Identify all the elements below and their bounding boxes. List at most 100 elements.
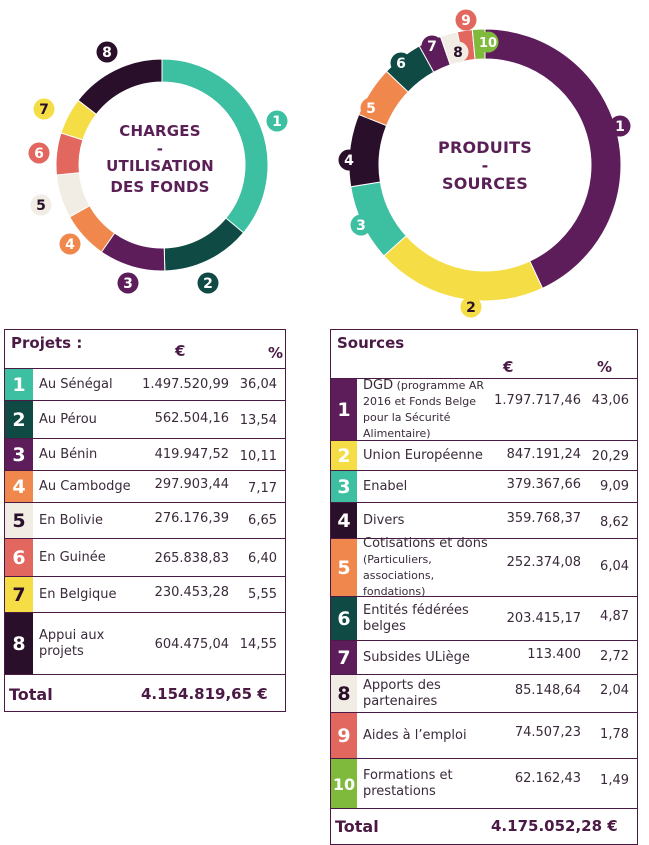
sources-row-number: 10 <box>331 759 357 809</box>
sources-row-number: 3 <box>331 471 357 503</box>
projets-row-label-text: Appui aux projets <box>39 628 105 659</box>
sources-row-pct: 2,72 <box>600 649 629 664</box>
produits-label-3: 3 <box>356 218 366 234</box>
produits-label-2: 2 <box>466 300 476 316</box>
produits-label-badge-8 <box>447 41 469 63</box>
sources-row-label-text: Entités fédérées belges <box>363 603 469 634</box>
sources-row-value: 62.162,43 <box>514 771 581 786</box>
produits-title: PRODUITS - SOURCES <box>415 137 555 195</box>
charges-label-badge-7 <box>33 98 55 120</box>
projets-row-label: En Belgique <box>39 577 149 613</box>
sources-row-label-text: Apports des partenaires <box>363 678 441 709</box>
sources-row-number: 5 <box>331 539 357 597</box>
sources-row-label: Apports des partenaires <box>363 675 491 713</box>
charges-slice-2 <box>163 217 245 272</box>
sources-row-number: 9 <box>331 713 357 759</box>
sources-row-label: Subsides ULiège <box>363 641 491 675</box>
projets-row: 3 Au Bénin 419.947,52 10,11 <box>5 438 285 471</box>
projets-row: 4 Au Cambodge 297.903,44 7,17 <box>5 470 285 503</box>
sources-row-pct: 4,87 <box>600 609 629 624</box>
sources-row-label-text: DGD <box>363 378 394 393</box>
projets-row-number: 5 <box>5 503 33 539</box>
charges-label-7: 7 <box>39 102 49 118</box>
projets-row: 5 En Bolivie 276.176,39 6,65 <box>5 502 285 539</box>
sources-total-label: Total <box>335 817 379 836</box>
charges-label-3: 3 <box>123 276 133 292</box>
sources-row-value: 359.768,37 <box>506 511 581 526</box>
produits-label-badge-3 <box>350 214 372 236</box>
sources-row-number: 1 <box>331 379 357 441</box>
sources-row-label: Cotisations et dons (Particuliers, assoc… <box>363 536 491 598</box>
sources-row-label-text: Aides à l’emploi <box>363 728 467 743</box>
sources-row-label: Enabel <box>363 471 491 503</box>
sources-row: 5 Cotisations et dons (Particuliers, asso… <box>331 536 637 598</box>
projets-row-number: 6 <box>5 539 33 577</box>
sources-row-value: 1.797.717,46 <box>494 393 581 408</box>
charges-title-line: - <box>156 140 164 158</box>
projets-row-value: 419.947,52 <box>154 447 229 462</box>
projets-row-pct: 6,40 <box>248 551 277 566</box>
sources-pct-header: % <box>597 358 613 376</box>
produits-label-badge-2 <box>460 296 482 318</box>
sources-row: 8 Apports des partenaires 85.148,64 2,04 <box>331 674 637 713</box>
projets-pct-header: % <box>268 344 284 362</box>
projets-row-label-text: En Bolivie <box>39 513 103 528</box>
charges-title-line: DES FONDS <box>110 178 210 196</box>
projets-row-number: 8 <box>5 613 33 675</box>
projets-row: 2 Au Pérou 562.504,16 13,54 <box>5 400 285 439</box>
produits-label-badge-9 <box>455 9 477 31</box>
charges-title-line: UTILISATION <box>106 157 214 175</box>
sources-row-label-text: Enabel <box>363 479 408 494</box>
projets-row-label: Au Pérou <box>39 401 149 439</box>
sources-row-number: 6 <box>331 597 357 641</box>
produits-label-7: 7 <box>427 39 437 55</box>
projets-row-value: 276.176,39 <box>154 511 229 526</box>
projets-row-label: Appui aux projets <box>39 613 149 675</box>
sources-row-pct: 6,04 <box>600 559 629 574</box>
projets-row-label-text: En Belgique <box>39 587 117 602</box>
charges-label-badge-2 <box>197 272 219 294</box>
charges-label-6: 6 <box>34 146 44 162</box>
sources-row-value: 379.367,66 <box>506 477 581 492</box>
projets-table-title: Projets : <box>11 334 83 352</box>
charges-label-badge-3 <box>117 272 139 294</box>
projets-row-label: En Guinée <box>39 539 149 577</box>
projets-total-label: Total <box>9 685 53 704</box>
produits-title-line: SOURCES <box>441 174 529 193</box>
sources-row-label-text: Subsides ULiège <box>363 650 470 665</box>
sources-row: 3 Enabel 379.367,66 9,09 <box>331 470 637 503</box>
sources-row-pct: 9,09 <box>600 479 629 494</box>
sources-table-title: Sources <box>337 334 405 352</box>
charges-slice-8 <box>77 58 163 116</box>
sources-row-label-text: Cotisations et dons <box>363 536 488 551</box>
produits-label-8: 8 <box>453 45 463 61</box>
projets-row-label-text: Au Bénin <box>39 447 98 462</box>
sources-row-value: 85.148,64 <box>514 683 581 698</box>
projets-row-label: Au Bénin <box>39 439 149 471</box>
sources-row-pct: 1,78 <box>600 727 629 742</box>
produits-label-badge-5 <box>360 97 382 119</box>
sources-row-label-text: Formations et prestations <box>363 768 453 799</box>
projets-row-pct: 6,65 <box>248 513 277 528</box>
sources-row-pct: 43,06 <box>591 393 629 408</box>
charges-label-badge-6 <box>28 142 50 164</box>
projets-row-value: 562.504,16 <box>154 411 229 426</box>
produits-label-badge-4 <box>338 149 360 171</box>
sources-row-number: 7 <box>331 641 357 675</box>
sources-eur-header: € <box>503 358 514 376</box>
produits-slice-4 <box>348 113 388 188</box>
projets-row-label-text: Au Pérou <box>39 412 97 427</box>
charges-label-badge-5 <box>30 194 52 216</box>
projets-row-label: En Bolivie <box>39 503 149 539</box>
produits-label-5: 5 <box>366 101 376 117</box>
projets-row-label-text: En Guinée <box>39 550 106 565</box>
sources-row: 4 Divers 359.768,37 8,62 <box>331 502 637 539</box>
sources-row-label: Aides à l’emploi <box>363 713 491 759</box>
sources-row-value: 203.415,17 <box>506 611 581 626</box>
sources-table: Sources € % 1 DGD (programme AR 2016 et F… <box>330 329 638 845</box>
projets-row-value: 1.497.520,99 <box>142 377 229 392</box>
produits-slice-2 <box>383 235 544 302</box>
projets-row-number: 4 <box>5 471 33 503</box>
projets-row-pct: 36,04 <box>239 377 277 392</box>
